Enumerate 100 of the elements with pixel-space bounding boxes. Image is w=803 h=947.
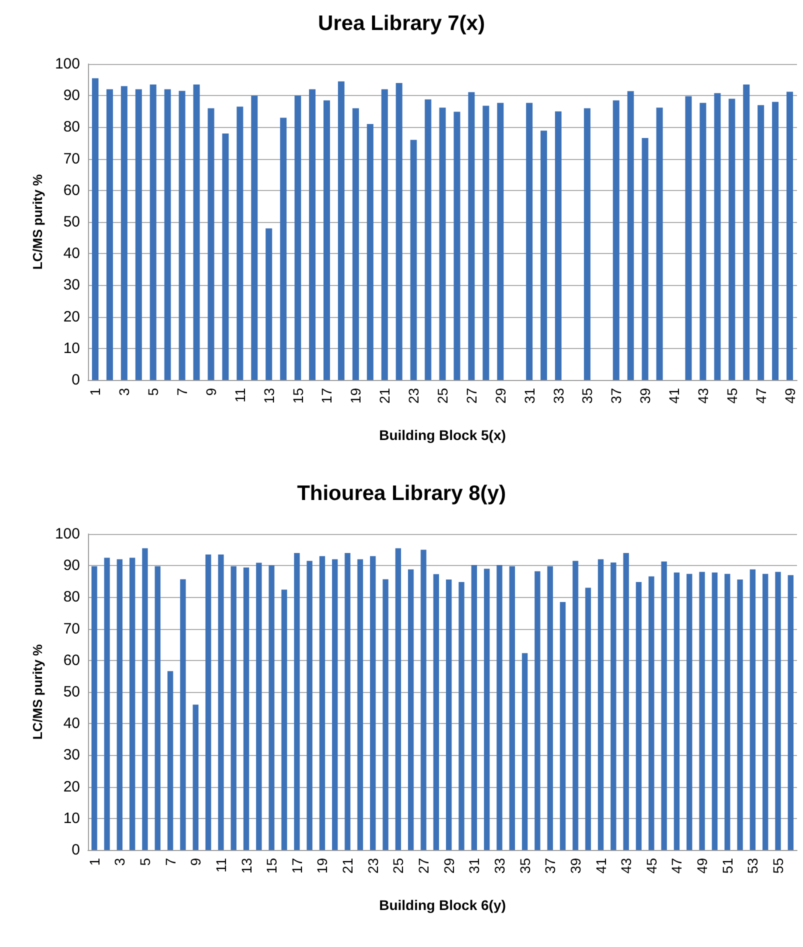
y-tick-label: 10 bbox=[63, 340, 80, 357]
x-tick-label: 55 bbox=[770, 858, 786, 874]
bar bbox=[167, 671, 174, 850]
bar bbox=[91, 566, 98, 850]
bar bbox=[433, 574, 440, 850]
y-tick-label: 20 bbox=[63, 778, 80, 796]
bar bbox=[484, 568, 490, 850]
bar bbox=[129, 558, 136, 850]
bar bbox=[193, 84, 200, 380]
x-tick-label: 11 bbox=[232, 388, 248, 403]
y-tick-label: 90 bbox=[63, 557, 80, 574]
x-tick-label: 41 bbox=[592, 858, 609, 874]
bar bbox=[381, 89, 388, 380]
x-tick-label: 25 bbox=[390, 858, 406, 874]
bar bbox=[370, 556, 376, 850]
bar bbox=[686, 574, 692, 850]
bar bbox=[555, 111, 562, 380]
x-tick-label: 23 bbox=[406, 388, 422, 404]
bar bbox=[737, 580, 743, 850]
x-tick-label: 47 bbox=[668, 858, 685, 874]
bar bbox=[648, 576, 654, 850]
x-tick-label: 33 bbox=[550, 388, 566, 404]
x-tick-label: 45 bbox=[643, 858, 660, 874]
x-tick-label: 47 bbox=[752, 388, 769, 404]
bar bbox=[775, 572, 781, 850]
x-tick-label: 49 bbox=[694, 858, 710, 874]
x-tick-label: 11 bbox=[212, 858, 229, 873]
bar bbox=[560, 602, 566, 850]
x-tick-label: 45 bbox=[724, 388, 740, 404]
x-tick-label: 49 bbox=[782, 388, 798, 404]
bar bbox=[408, 569, 414, 850]
bar bbox=[547, 566, 553, 850]
bar bbox=[178, 90, 186, 380]
chart-title: Thiourea Library 8(y) bbox=[297, 482, 506, 505]
bar bbox=[496, 564, 502, 850]
bar bbox=[572, 560, 578, 850]
bar bbox=[309, 89, 316, 380]
x-tick-label: 29 bbox=[440, 858, 457, 874]
bar bbox=[281, 590, 288, 850]
x-tick-label: 51 bbox=[719, 858, 736, 874]
bar bbox=[116, 559, 122, 850]
bar bbox=[610, 562, 616, 850]
bar bbox=[395, 548, 402, 850]
x-tick-label: 53 bbox=[744, 858, 761, 874]
y-tick-label: 50 bbox=[63, 684, 80, 700]
bar bbox=[656, 108, 663, 380]
y-tick-label: 70 bbox=[63, 620, 80, 638]
x-tick-label: 27 bbox=[463, 388, 480, 404]
bar bbox=[192, 704, 198, 850]
y-tick-label: 90 bbox=[63, 87, 80, 104]
y-tick-label: 50 bbox=[63, 214, 80, 230]
bar bbox=[750, 569, 756, 850]
bar bbox=[458, 582, 464, 850]
bar bbox=[344, 552, 350, 850]
bar bbox=[636, 582, 642, 850]
x-tick-label: 33 bbox=[491, 858, 508, 874]
bar bbox=[256, 562, 262, 850]
y-tick-label: 30 bbox=[63, 746, 80, 764]
bar bbox=[446, 580, 452, 850]
bar bbox=[424, 99, 432, 380]
x-tick-label: 29 bbox=[492, 388, 508, 404]
bar bbox=[788, 575, 794, 850]
bar bbox=[323, 100, 330, 380]
bar bbox=[366, 124, 374, 380]
x-tick-label: 3 bbox=[112, 858, 128, 866]
bar bbox=[382, 579, 388, 850]
bar bbox=[180, 579, 186, 850]
x-tick-label: 25 bbox=[434, 388, 450, 404]
bar bbox=[585, 588, 591, 850]
bar bbox=[294, 552, 300, 850]
bar bbox=[208, 108, 214, 380]
y-tick-label: 20 bbox=[63, 308, 80, 326]
bar bbox=[135, 89, 142, 380]
bar bbox=[332, 559, 338, 850]
y-tick-label: 0 bbox=[72, 842, 80, 858]
x-tick-label: 21 bbox=[376, 388, 393, 404]
bar bbox=[357, 559, 364, 850]
bar bbox=[762, 574, 768, 850]
x-tick-label: 37 bbox=[542, 858, 558, 874]
bar bbox=[420, 550, 426, 850]
x-tick-label: 15 bbox=[290, 388, 306, 404]
y-axis-title: LC/MS purity % bbox=[30, 174, 46, 270]
bar bbox=[236, 106, 244, 380]
bar bbox=[454, 112, 460, 380]
y-axis-title: LC/MS purity % bbox=[30, 644, 46, 740]
x-tick-label: 13 bbox=[260, 388, 277, 404]
x-tick-label: 35 bbox=[516, 858, 533, 874]
bar bbox=[120, 86, 128, 380]
bar bbox=[468, 92, 475, 380]
bar bbox=[482, 106, 490, 380]
bar bbox=[319, 556, 326, 850]
x-tick-label: 3 bbox=[116, 388, 132, 396]
x-tick-label: 23 bbox=[364, 858, 381, 874]
bar bbox=[104, 558, 110, 850]
x-tick-label: 17 bbox=[318, 388, 335, 404]
bar bbox=[674, 572, 680, 850]
x-tick-label: 41 bbox=[666, 388, 682, 404]
x-tick-label: 1 bbox=[86, 858, 102, 866]
bar bbox=[294, 96, 302, 380]
bar bbox=[724, 574, 730, 850]
